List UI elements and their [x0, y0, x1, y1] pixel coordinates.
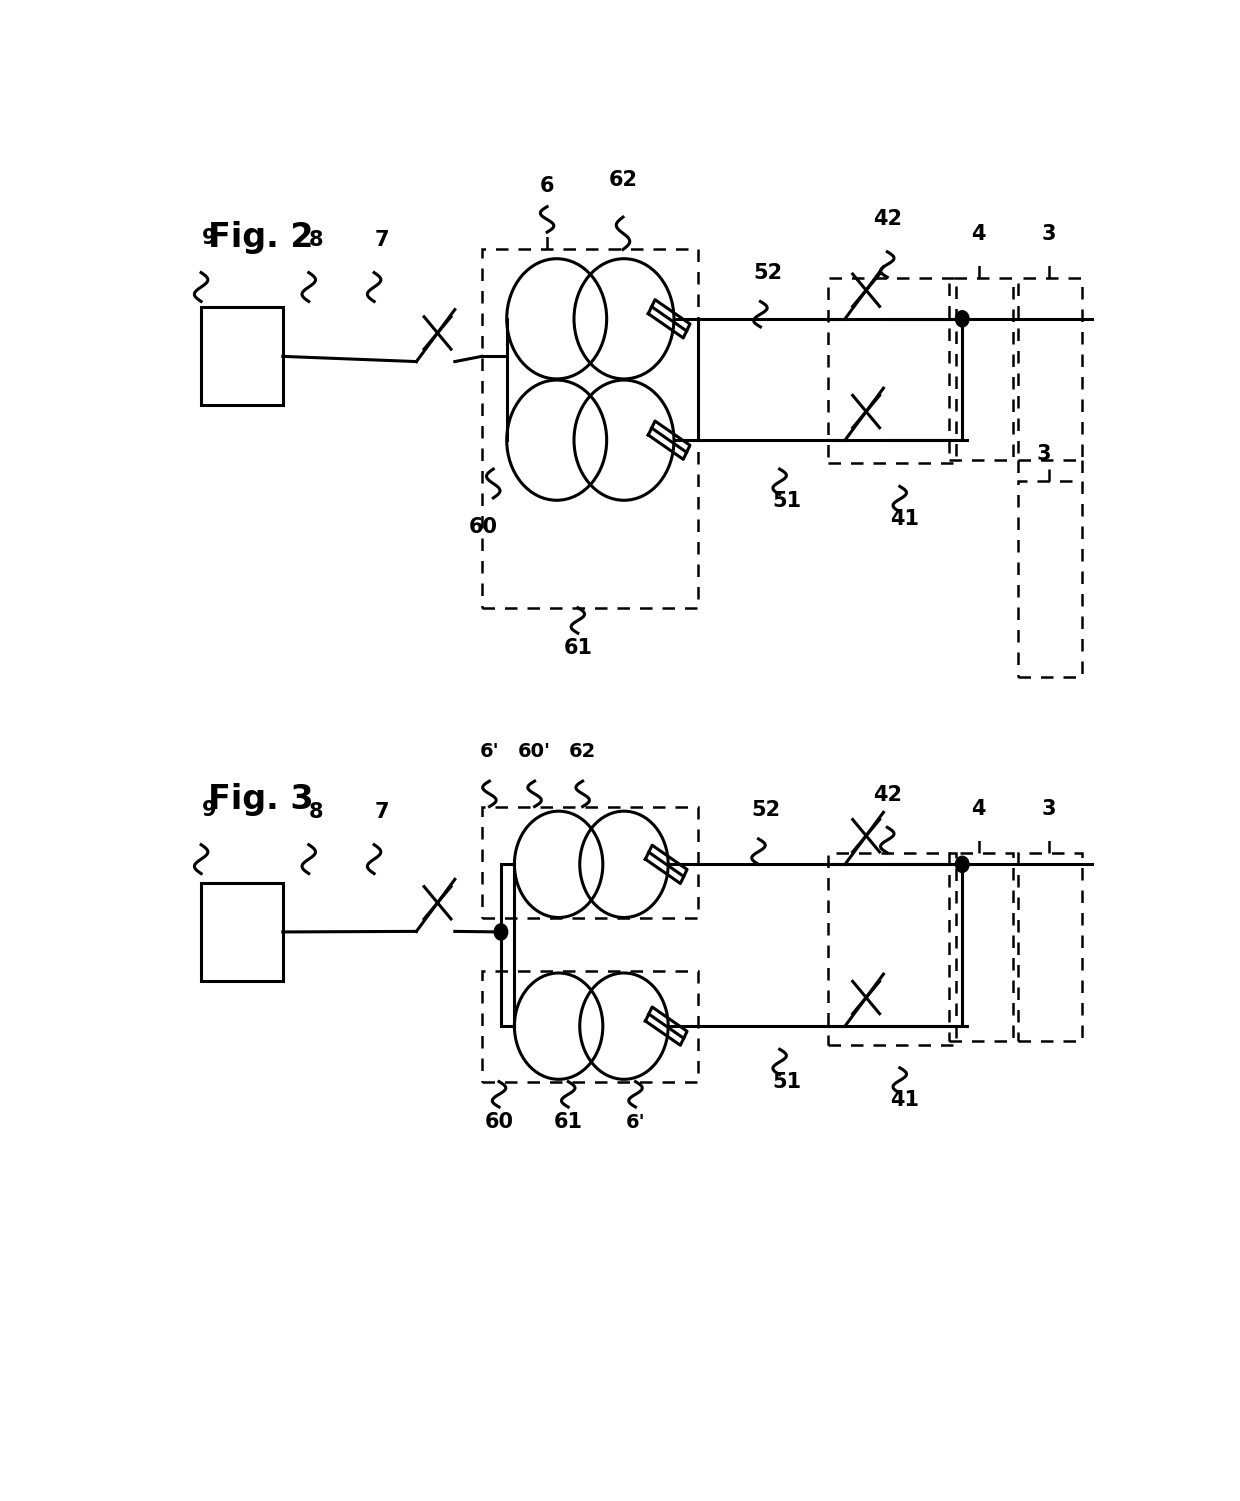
- Text: 8: 8: [309, 803, 324, 823]
- Text: 42: 42: [873, 785, 901, 805]
- Text: 60: 60: [469, 516, 498, 537]
- Text: 8: 8: [309, 230, 324, 251]
- Text: 51: 51: [773, 491, 802, 512]
- Text: 6': 6': [480, 741, 500, 761]
- Bar: [1018, 278, 1083, 459]
- Text: 62: 62: [569, 741, 596, 761]
- Text: 41: 41: [890, 1090, 919, 1111]
- Text: 9: 9: [202, 228, 216, 248]
- Bar: [481, 806, 698, 917]
- Text: 60: 60: [485, 1112, 513, 1132]
- Text: 7: 7: [374, 230, 389, 251]
- Circle shape: [956, 856, 968, 872]
- Text: 42: 42: [873, 210, 901, 230]
- Text: 3: 3: [1037, 444, 1052, 464]
- Bar: [1018, 480, 1083, 677]
- Text: 7: 7: [374, 803, 389, 823]
- Text: 61: 61: [554, 1112, 583, 1132]
- Text: 60': 60': [518, 741, 551, 761]
- Text: 4: 4: [971, 225, 986, 245]
- Text: 4: 4: [971, 799, 986, 820]
- Text: 41: 41: [890, 509, 919, 528]
- Text: 52: 52: [754, 263, 782, 282]
- Text: 3: 3: [1042, 799, 1056, 820]
- Text: 52: 52: [751, 800, 781, 820]
- Bar: [828, 278, 956, 464]
- Bar: [481, 249, 698, 608]
- Text: 62: 62: [609, 170, 637, 191]
- Text: 6: 6: [539, 176, 554, 197]
- Text: 6': 6': [626, 1112, 645, 1132]
- Bar: [1018, 853, 1083, 1042]
- Bar: [828, 853, 956, 1045]
- Bar: [481, 971, 698, 1082]
- Text: 3: 3: [1042, 225, 1056, 245]
- Text: Fig. 3: Fig. 3: [208, 784, 314, 817]
- Text: 61: 61: [563, 638, 593, 659]
- Bar: [201, 308, 283, 405]
- Text: Fig. 2: Fig. 2: [208, 221, 314, 254]
- Text: 51: 51: [773, 1072, 802, 1091]
- Circle shape: [495, 923, 507, 940]
- Bar: [201, 883, 283, 982]
- Bar: [949, 853, 1013, 1042]
- Circle shape: [956, 311, 968, 327]
- Bar: [949, 278, 1013, 459]
- Text: 9: 9: [202, 800, 216, 820]
